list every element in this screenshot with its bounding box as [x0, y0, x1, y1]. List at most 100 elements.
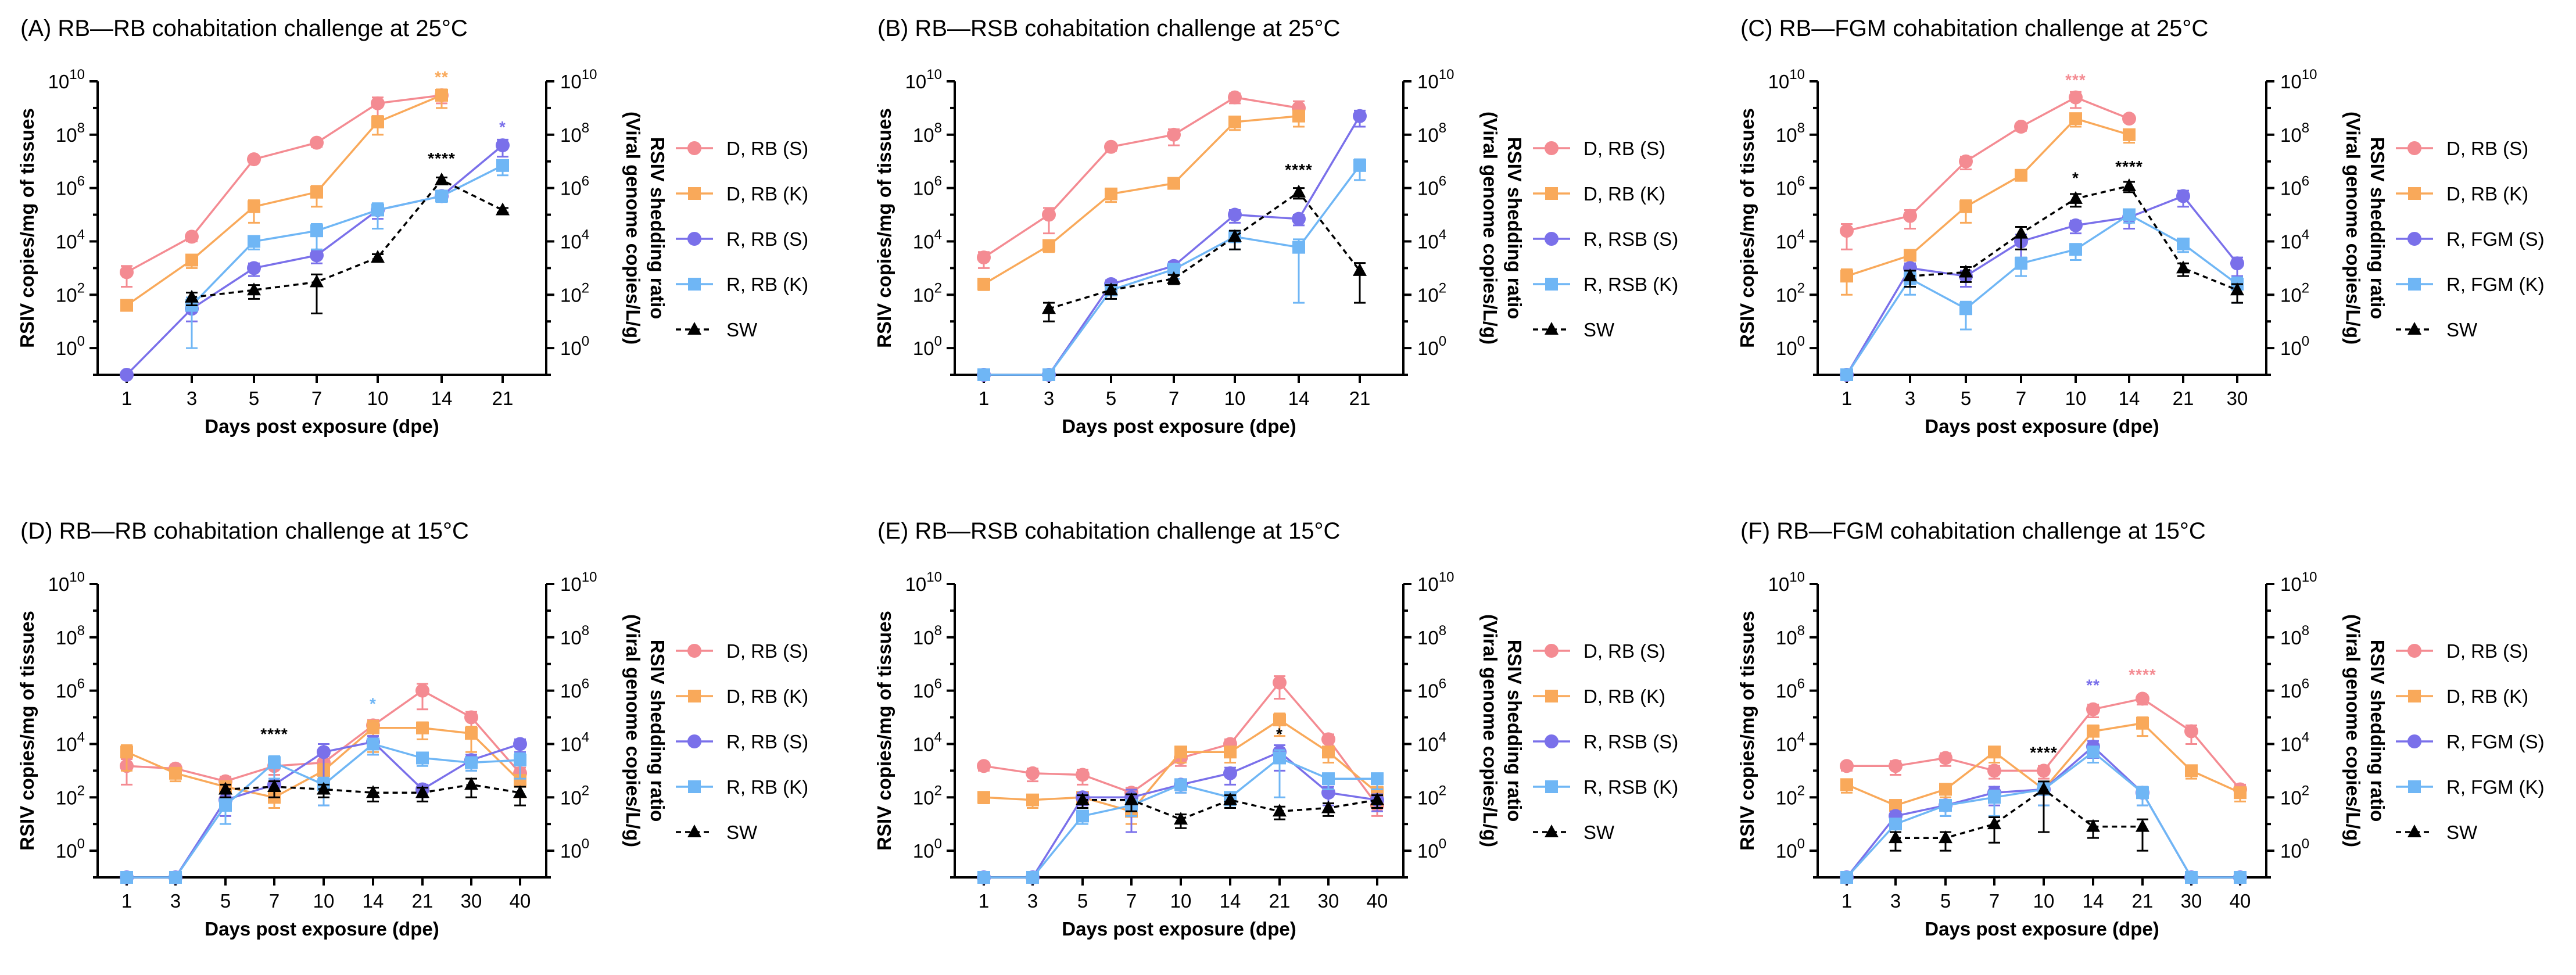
- legend-marker: [2408, 278, 2421, 291]
- y2-tick-label: 1010: [560, 569, 597, 595]
- data-point: [310, 135, 324, 150]
- data-point: [1292, 241, 1305, 254]
- series-line: [1846, 213, 2238, 375]
- y2-tick-label: 106: [1417, 676, 1446, 702]
- data-point: [1042, 368, 1055, 381]
- significance-annotation: ****: [2115, 157, 2143, 175]
- data-point: [1840, 778, 1853, 791]
- series: [120, 88, 449, 288]
- legend-label: D, RB (K): [726, 183, 808, 205]
- chart-title: (E) RB—RSB cohabitation challenge at 15°…: [877, 518, 1340, 544]
- data-point: [1076, 792, 1090, 805]
- x-tick-label: 14: [1288, 388, 1310, 409]
- data-point: [2122, 112, 2136, 126]
- data-point: [120, 299, 133, 312]
- legend-marker: [1545, 780, 1558, 793]
- data-point: [1228, 90, 1242, 105]
- chart-title: (F) RB—FGM cohabitation challenge at 15°…: [1740, 518, 2206, 544]
- data-point: [1939, 799, 1952, 812]
- data-point: [2069, 90, 2083, 105]
- legend-label: SW: [2446, 822, 2478, 843]
- legend-label: D, RB (S): [726, 138, 808, 159]
- data-point: [1174, 745, 1187, 759]
- x-tick-label: 30: [1318, 890, 1339, 912]
- data-point: [2087, 725, 2100, 738]
- legend-marker: [688, 278, 701, 291]
- x-tick-label: 5: [1961, 388, 1971, 409]
- data-point: [185, 289, 199, 303]
- data-point: [2069, 191, 2083, 204]
- data-point: [1939, 783, 1952, 796]
- significance-annotation: ****: [260, 725, 288, 743]
- x-axis-label: Days post exposure (dpe): [1925, 918, 2159, 940]
- data-point: [1959, 264, 1973, 278]
- y-tick-label: 104: [1776, 729, 1805, 755]
- data-point: [1224, 745, 1237, 759]
- x-tick-label: 21: [492, 388, 514, 409]
- legend: D, RB (S) D, RB (K) R, FGM (S) R, FGM (K) SW: [2396, 640, 2545, 843]
- data-point: [2123, 128, 2136, 141]
- data-point: [1105, 187, 1117, 200]
- x-tick-label: 40: [2230, 890, 2251, 912]
- data-point: [496, 138, 510, 153]
- data-point: [218, 782, 232, 795]
- y2-tick-label: 108: [1417, 120, 1446, 146]
- data-point: [1167, 127, 1181, 142]
- significance-annotation: **: [435, 68, 449, 86]
- legend-marker: [687, 322, 701, 335]
- data-point: [1076, 809, 1089, 823]
- data-point: [513, 785, 527, 798]
- x-tick-label: 7: [269, 890, 280, 912]
- data-point: [310, 274, 324, 288]
- data-point: [185, 253, 198, 267]
- series: [1889, 780, 2149, 852]
- data-point: [185, 230, 199, 244]
- x-tick-label: 1: [121, 890, 132, 912]
- legend-marker: [688, 780, 701, 793]
- y-tick-label: 102: [913, 280, 942, 306]
- data-point: [435, 89, 448, 102]
- y2-axis-label: RSIV shedding ratio(Viral genome copies/…: [1479, 614, 1525, 847]
- data-point: [1026, 766, 1040, 780]
- chart-title: (A) RB—RB cohabitation challenge at 25°C: [20, 16, 468, 41]
- y2-tick-label: 106: [560, 174, 589, 199]
- data-point: [1987, 816, 2001, 830]
- legend-marker: [687, 232, 701, 246]
- x-tick-label: 5: [220, 890, 231, 912]
- series-line: [1846, 96, 2130, 232]
- y2-tick-label: 104: [2280, 227, 2309, 252]
- x-tick-label: 1: [979, 890, 989, 912]
- x-tick-label: 3: [1905, 388, 1915, 409]
- data-point: [120, 368, 134, 382]
- y-tick-label: 108: [56, 120, 85, 146]
- legend-label: D, RB (S): [726, 640, 808, 662]
- significance-annotation: ****: [1285, 161, 1313, 179]
- x-axis-label: Days post exposure (dpe): [205, 918, 439, 940]
- data-point: [1273, 751, 1286, 765]
- legend-marker: [2408, 780, 2421, 793]
- data-point: [464, 777, 478, 790]
- data-point: [367, 737, 379, 751]
- series: [977, 109, 1367, 382]
- data-point: [1167, 271, 1181, 284]
- data-point: [1353, 109, 1367, 123]
- series-line: [191, 178, 503, 299]
- legend-label: R, RB (K): [726, 776, 808, 798]
- data-point: [2136, 786, 2149, 800]
- series: [120, 88, 448, 312]
- y-tick-label: 1010: [1768, 67, 1805, 92]
- legend-label: D, RB (K): [2446, 686, 2528, 707]
- data-point: [120, 871, 133, 884]
- y2-tick-label: 100: [2280, 836, 2309, 862]
- y-tick-label: 100: [56, 836, 85, 862]
- series-line: [1846, 117, 2130, 277]
- y-tick-label: 1010: [1768, 569, 1805, 595]
- y-tick-label: 104: [56, 227, 85, 252]
- x-tick-label: 14: [363, 890, 384, 912]
- data-point: [1988, 791, 2001, 804]
- x-tick-label: 5: [1106, 388, 1116, 409]
- data-point: [267, 779, 281, 793]
- legend-marker: [687, 734, 701, 748]
- series: [977, 158, 1366, 381]
- y2-tick-label: 104: [1417, 227, 1446, 252]
